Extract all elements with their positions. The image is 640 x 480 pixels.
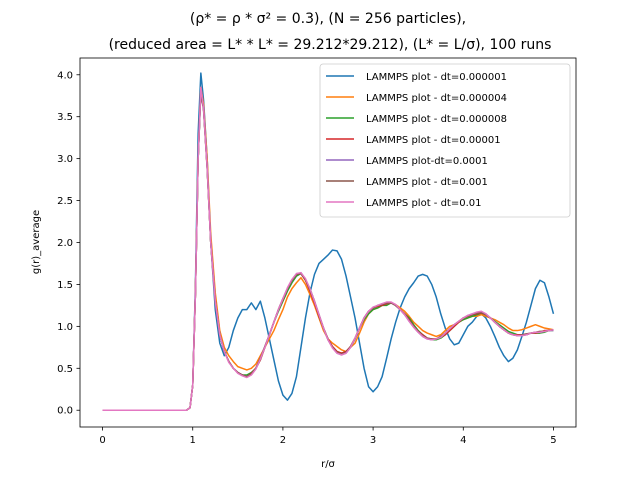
chart-title-line-2: (reduced area = L* * L* = 29.212*29.212)… <box>109 37 552 53</box>
y-tick-label: 1.5 <box>57 280 73 291</box>
legend-label: LAMMPS plot - dt=0.01 <box>366 198 482 209</box>
x-tick-label: 1 <box>190 435 196 446</box>
y-tick-label: 0.5 <box>57 364 73 375</box>
legend-box <box>319 63 571 218</box>
series-line-1 <box>102 72 555 411</box>
x-tick-label: 2 <box>280 435 286 446</box>
y-tick-label: 3.5 <box>57 112 73 123</box>
y-axis: 0.0 0.5 1.0 1.5 2.0 2.5 3.0 3.5 4.0 <box>57 70 80 417</box>
plot-lines <box>102 72 555 411</box>
legend-label: LAMMPS plot - dt=0.000001 <box>366 72 507 83</box>
y-tick-label: 4.0 <box>57 70 73 81</box>
legend-label: LAMMPS plot - dt=0.000008 <box>366 114 507 125</box>
chart-title-line-1: (ρ* = ρ * σ² = 0.3), (N = 256 particles)… <box>190 11 466 27</box>
x-axis-label: r/σ <box>321 459 335 470</box>
y-tick-label: 1.0 <box>57 322 73 333</box>
x-axis: 0 1 2 3 4 5 <box>99 427 557 446</box>
legend: LAMMPS plot - dt=0.000001 LAMMPS plot - d… <box>319 63 571 218</box>
x-tick-label: 0 <box>99 435 105 446</box>
legend-label: LAMMPS plot - dt=0.00001 <box>366 135 501 146</box>
x-tick-label: 4 <box>460 435 466 446</box>
legend-label: LAMMPS plot - dt=0.000004 <box>366 93 507 104</box>
y-tick-label: 0.0 <box>57 406 73 417</box>
y-tick-label: 2.0 <box>57 238 73 249</box>
legend-label: LAMMPS plot - dt=0.001 <box>366 177 488 188</box>
x-tick-label: 3 <box>370 435 376 446</box>
legend-label: LAMMPS plot-dt=0.0001 <box>366 156 488 167</box>
y-tick-label: 2.5 <box>57 196 73 207</box>
series-line-7 <box>102 86 554 411</box>
y-tick-label: 3.0 <box>57 154 73 165</box>
y-axis-label: g(r)_average <box>31 210 42 274</box>
x-tick-label: 5 <box>550 435 556 446</box>
